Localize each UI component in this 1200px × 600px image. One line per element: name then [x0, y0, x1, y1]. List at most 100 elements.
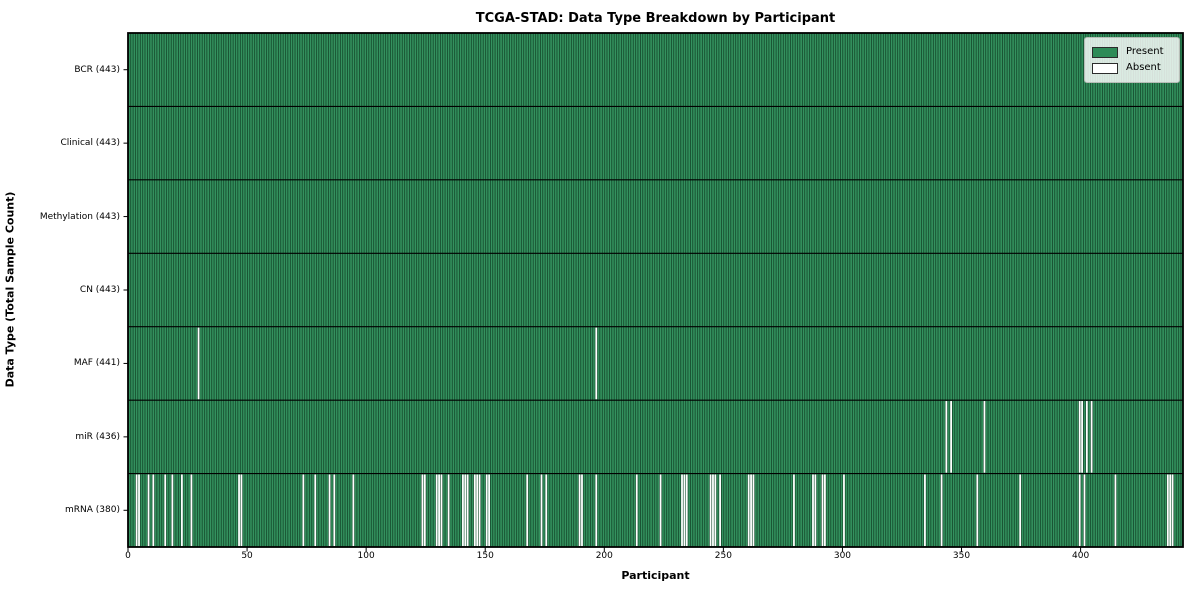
absent-cell-mRNA	[473, 474, 476, 547]
absent-cell-mRNA	[750, 474, 752, 547]
x-tick-label: 250	[714, 551, 732, 561]
y-tick-label-MAF: MAF (441)	[73, 358, 120, 369]
absent-cell-mRNA	[152, 474, 155, 547]
absent-cell-mRNA	[824, 474, 826, 547]
absent-cell-mRNA	[1166, 474, 1169, 547]
absent-cell-mRNA	[328, 474, 331, 547]
absent-swatch	[1092, 62, 1118, 74]
absent-cell-mRNA	[435, 474, 438, 547]
absent-cell-mRNA	[683, 474, 686, 547]
y-tick-label-CN: CN (443)	[79, 285, 120, 295]
legend-item-absent: Absent	[1092, 60, 1171, 76]
absent-cell-mRNA	[1169, 474, 1172, 547]
absent-cell-mRNA	[578, 474, 581, 547]
absent-cell-mRNA	[466, 474, 469, 547]
absent-cell-MAF	[595, 327, 598, 400]
absent-cell-mRNA	[752, 474, 755, 547]
absent-cell-mRNA	[1019, 474, 1022, 547]
absent-cell-mRNA	[1083, 474, 1086, 547]
absent-cell-mRNA	[438, 474, 440, 547]
absent-cell-mRNA	[814, 474, 817, 547]
absent-cell-mRNA	[164, 474, 167, 547]
absent-cell-mRNA	[659, 474, 662, 547]
absent-cell-mRNA	[485, 474, 488, 547]
present-swatch	[1092, 46, 1118, 58]
x-axis-title: Participant	[621, 569, 690, 582]
absent-cells	[135, 327, 1174, 547]
absent-cell-mRNA	[421, 474, 424, 547]
x-tick-label: 200	[595, 551, 613, 561]
y-tick-label-Methylation: Methylation (443)	[39, 211, 120, 222]
x-tick-label: 150	[476, 551, 494, 561]
y-tick-label-miR: miR (436)	[75, 431, 120, 442]
x-tick-label: 350	[952, 551, 971, 561]
chart-title: TCGA-STAD: Data Type Breakdown by Partic…	[475, 11, 836, 26]
plot-border	[127, 32, 1184, 548]
absent-cell-mRNA	[240, 474, 243, 547]
absent-cell-mRNA	[447, 474, 450, 547]
x-tick-label: 300	[833, 551, 852, 561]
absent-cell-mRNA	[712, 474, 714, 547]
absent-cell-mRNA	[940, 474, 943, 547]
x-tick-label: 0	[125, 551, 131, 561]
absent-cell-mRNA	[526, 474, 529, 547]
absent-cell-mRNA	[747, 474, 750, 547]
y-tick-label-Clinical: Clinical (443)	[60, 138, 120, 149]
y-tick-label-BCR: BCR (443)	[74, 64, 120, 75]
absent-cell-mRNA	[138, 474, 140, 547]
absent-cell-mRNA	[719, 474, 721, 547]
legend: Present Absent	[1084, 37, 1180, 83]
absent-cell-mRNA	[581, 474, 583, 547]
absent-cell-miR	[950, 401, 952, 473]
absent-cell-mRNA	[714, 474, 717, 547]
absent-cell-mRNA	[423, 474, 426, 547]
present-cells	[128, 33, 1183, 547]
y-tick-label-mRNA: mRNA (380)	[65, 505, 120, 516]
absent-cell-mRNA	[147, 474, 150, 547]
absent-cell-mRNA	[812, 474, 814, 547]
absent-cell-mRNA	[314, 474, 317, 547]
absent-cell-mRNA	[181, 474, 183, 547]
absent-cell-mRNA	[1114, 474, 1117, 547]
absent-cell-mRNA	[462, 474, 464, 547]
absent-cell-mRNA	[135, 474, 138, 547]
absent-cell-mRNA	[171, 474, 174, 547]
absent-cell-mRNA	[681, 474, 683, 547]
absent-cell-mRNA	[709, 474, 712, 547]
absent-cell-mRNA	[440, 474, 443, 547]
absent-cell-mRNA	[843, 474, 845, 547]
absent-cell-mRNA	[685, 474, 688, 547]
absent-cell-mRNA	[540, 474, 543, 547]
absent-cell-mRNA	[333, 474, 336, 547]
absent-cell-mRNA	[595, 474, 598, 547]
absent-cell-mRNA	[545, 474, 548, 547]
x-tick-label: 100	[357, 551, 375, 561]
absent-cell-mRNA	[464, 474, 467, 547]
absent-cell-miR	[1078, 401, 1081, 473]
absent-cell-miR	[945, 401, 948, 473]
legend-label-present: Present	[1126, 46, 1164, 57]
absent-cell-mRNA	[1171, 474, 1174, 547]
absent-cell-miR	[1081, 401, 1083, 473]
absent-cell-mRNA	[238, 474, 240, 547]
absent-cell-miR	[1085, 401, 1088, 473]
absent-cell-miR	[1090, 401, 1093, 473]
legend-label-absent: Absent	[1126, 62, 1161, 73]
absent-cell-mRNA	[302, 474, 305, 547]
absent-cell-mRNA	[478, 474, 481, 547]
absent-cell-mRNA	[352, 474, 355, 547]
absent-cell-mRNA	[190, 474, 193, 547]
absent-cell-MAF	[197, 327, 200, 400]
absent-cell-mRNA	[476, 474, 479, 547]
absent-cell-miR	[983, 401, 986, 473]
legend-item-present: Present	[1092, 44, 1171, 60]
absent-cell-mRNA	[924, 474, 926, 547]
absent-cell-mRNA	[488, 474, 490, 547]
x-tick-label: 50	[241, 551, 253, 561]
absent-cell-mRNA	[821, 474, 824, 547]
absent-cell-mRNA	[635, 474, 638, 547]
x-tick-label: 400	[1072, 551, 1090, 561]
absent-cell-mRNA	[976, 474, 979, 547]
